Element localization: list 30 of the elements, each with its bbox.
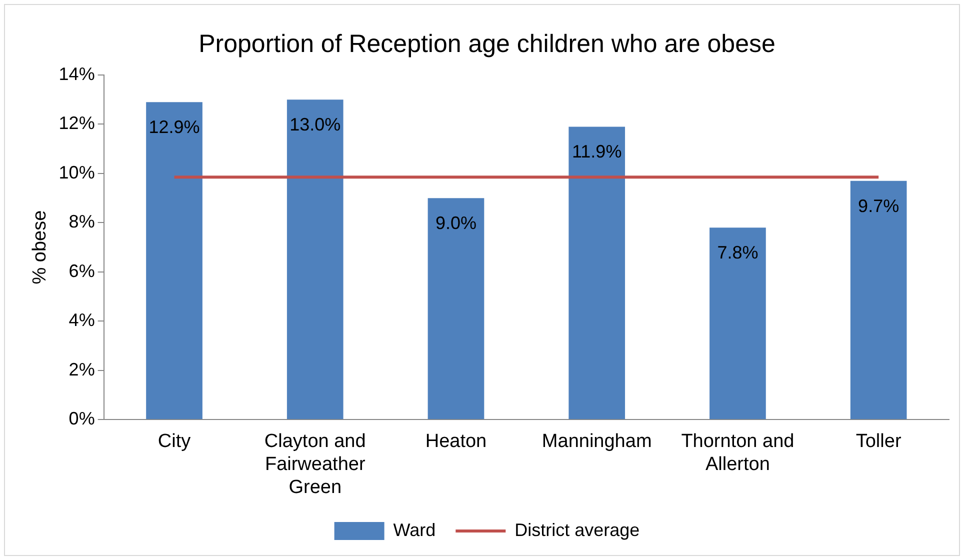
x-tick-label: Heaton — [425, 431, 487, 452]
bar — [428, 198, 484, 420]
data-label: 12.9% — [148, 117, 200, 138]
legend-label: District average — [514, 520, 640, 540]
y-tick-label: 12% — [58, 113, 95, 134]
x-tick-label: Clayton and Fairweather Green — [264, 431, 366, 498]
data-label: 9.0% — [435, 213, 476, 234]
x-tick-label: Toller — [856, 431, 902, 452]
bar — [568, 126, 626, 420]
y-tick-label: 2% — [68, 359, 95, 380]
bar — [850, 180, 907, 420]
x-tick-label: Manningham — [542, 431, 652, 452]
data-label: 7.8% — [717, 242, 758, 263]
data-label: 11.9% — [572, 142, 622, 162]
y-tick-label: 8% — [68, 212, 95, 232]
bar — [146, 102, 202, 420]
y-tick-label: 14% — [58, 64, 95, 84]
x-tick-label: City — [158, 431, 192, 452]
y-tick-label: 6% — [68, 260, 95, 281]
y-tick-label: 10% — [58, 162, 95, 182]
chart-title: Proportion of Reception age children who are obese — [198, 30, 776, 58]
data-label: 13.0% — [290, 114, 341, 135]
y-axis-title: % obese — [30, 210, 51, 284]
bar — [286, 100, 344, 420]
x-tick-label: Thornton and Allerton — [681, 431, 794, 476]
y-tick-label: 0% — [68, 408, 95, 429]
legend-label: Ward — [393, 520, 436, 540]
bar — [710, 228, 766, 420]
y-tick-label: 4% — [68, 310, 95, 330]
data-label: 9.7% — [858, 196, 900, 216]
